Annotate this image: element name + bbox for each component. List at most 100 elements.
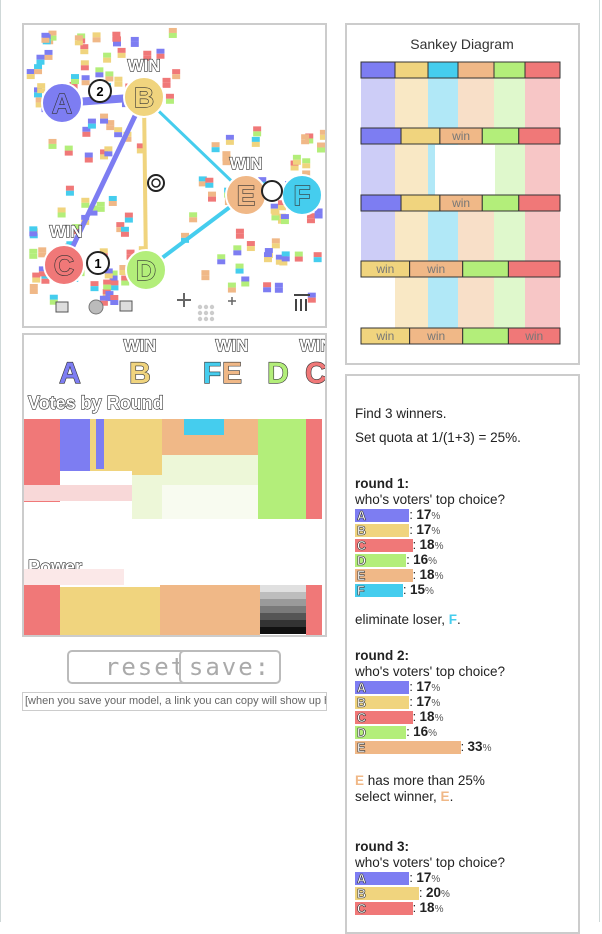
voter-rank-2 [275,259,284,265]
candidate-b-marker[interactable] [123,76,165,118]
voter-group-icon[interactable] [55,301,69,313]
voter-rank-1 [275,254,284,260]
round-3-block: round 3: who's voters' top choice? A: 17… [355,839,575,916]
bar-separator: : [409,507,417,522]
simulation-svg[interactable]: A B C D E F 2 1 WIN WIN WIN [24,25,325,326]
round-2-bars: A: 17% B: 17% C: 18% D: 16% E: 33% [355,679,575,755]
result-bar: C [355,901,413,916]
add-voter-icon[interactable] [228,297,236,305]
result-bar-row: A: 17% [355,679,575,695]
voter-rank-2 [81,202,90,208]
voter-rank-1 [317,142,325,148]
voter-rank-1 [80,44,89,50]
vote-block [96,419,104,469]
voter-rank-1 [112,31,121,37]
voter-rank-2 [81,80,90,86]
result-bar-row: F: 15% [355,582,575,600]
voter-simulation-canvas[interactable]: A B C D E F 2 1 WIN WIN WIN [22,23,327,328]
voter-rank-1 [110,295,119,301]
winner-letter: E [355,773,365,788]
voter-rank-2 [319,134,325,140]
explanation-text: Find 3 winners. Set quota at 1/(1+3) = 2… [355,406,575,916]
bar-separator: : [460,739,468,754]
vote-block [60,419,90,471]
bar-value-label: : 18% [413,709,444,727]
trash-icon[interactable] [294,294,310,311]
gear-icon[interactable] [88,299,104,315]
result-bar: A [355,871,410,886]
vote-block [132,475,162,519]
voter-rank-2 [37,88,46,94]
win-label: WIN [299,336,325,355]
voter-rank-1 [72,224,81,230]
voter-rank-2 [306,218,315,224]
result-bar: D [355,725,407,740]
voter-rank-1 [104,268,113,274]
candidate-f-label: F [293,180,310,211]
candidate-b-label: B [134,82,154,113]
save-link-field[interactable]: [when you save your model, a link you ca… [22,692,327,711]
voter-rank-2 [208,196,217,202]
voter-rank-2 [49,299,58,305]
bar-separator: : [412,900,420,915]
voter-rank-2 [87,123,96,129]
voter-rank-2 [290,165,299,171]
voter-rank-2 [172,74,181,80]
voter-rank-1 [38,266,47,272]
voter-rank-1 [136,143,145,149]
candidate-d-marker[interactable] [125,249,167,291]
voter-rank-2 [317,147,325,153]
sankey-node-b [394,61,429,79]
candidate-a-marker[interactable] [41,82,83,124]
voter-rank-2 [84,157,93,163]
voter-rank-1 [225,134,234,140]
plus-cross-icon[interactable] [177,293,191,307]
voter-rank-1 [81,75,90,81]
sankey-win-label: win [426,262,445,276]
bar-unit: % [431,873,441,885]
tool-bar[interactable] [55,293,310,322]
save-button[interactable]: save: [179,650,281,684]
votes-by-round-title: Votes by Round [28,393,164,413]
bar-separator: : [419,885,426,900]
bar-value-label: : 18% [413,567,444,585]
voter-rank-1 [274,282,283,288]
target-marker [147,174,165,192]
bar-value-label: : 15% [403,582,434,600]
voter-rank-1 [100,113,109,119]
voter-rank-2 [34,69,43,75]
voter-rank-1 [38,247,47,253]
eliminate-line: eliminate loser, F. [355,612,575,628]
voter-rank-2 [36,59,45,65]
voter-rank-1 [80,60,89,66]
voter-rank-1 [314,208,323,214]
crowd-icon[interactable] [197,304,215,322]
voter-rank-2 [225,139,234,145]
sankey-gap [361,277,395,328]
voter-rank-2 [57,212,66,218]
result-bar-row: C: 18% [355,537,575,553]
bar-unit: % [482,742,492,754]
voter-rank-1 [198,176,207,182]
win-label: WIN [49,222,82,241]
voter-rank-1 [264,248,273,254]
voter-rank-2 [307,297,316,303]
candidate-c-marker[interactable] [43,244,85,286]
crowd-dot [203,304,209,310]
voter-rank-2 [130,41,139,47]
voter-rank-2 [114,81,123,87]
voter-rank-2 [100,154,109,160]
voter-rank-1 [305,133,314,139]
result-bar: C [355,710,413,725]
voter-rank-2 [120,231,129,237]
bar-unit: % [431,525,441,537]
result-bar-row: D: 16% [355,552,575,568]
voter-rank-1 [106,120,115,126]
voter-rank-1 [36,54,45,60]
voter-rank-1 [208,191,217,197]
bar-unit: % [434,712,444,724]
voter-rank-2 [121,280,130,286]
add-candidate-icon[interactable] [119,300,133,312]
result-bar: B [355,695,410,710]
voter-rank-2 [106,125,115,131]
